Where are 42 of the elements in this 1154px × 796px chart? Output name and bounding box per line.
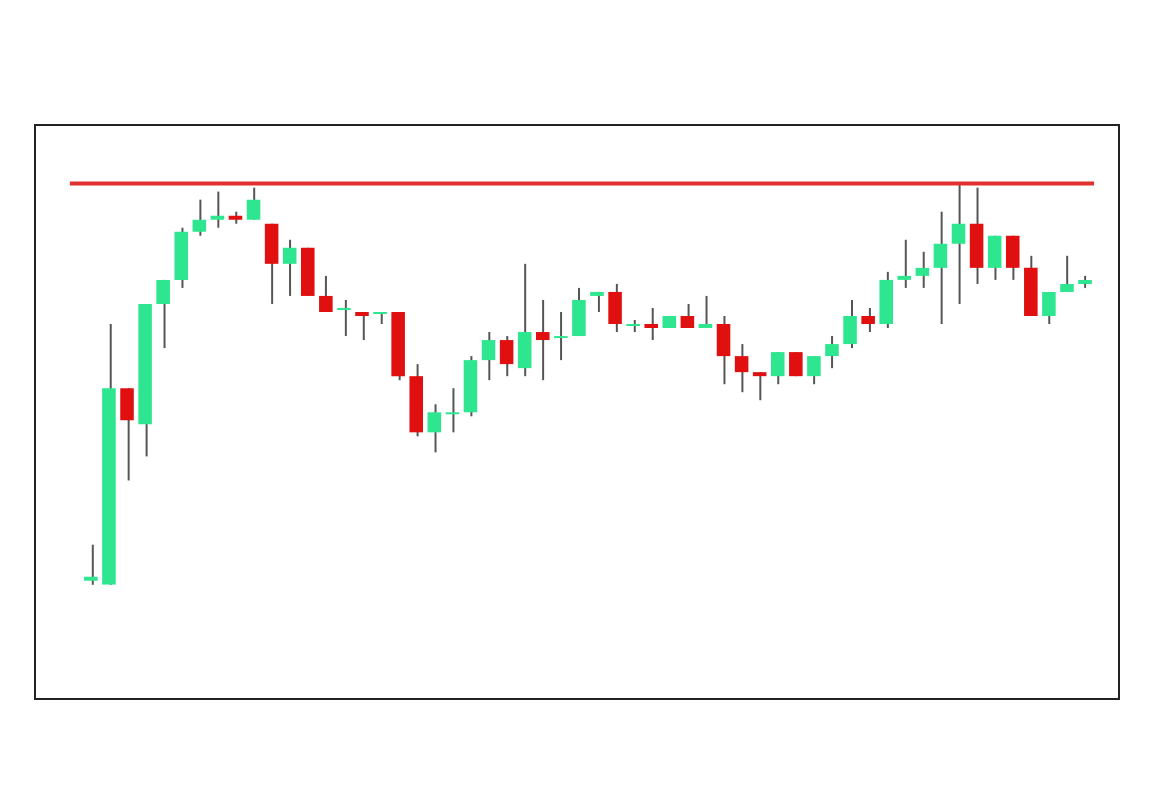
- candlestick: [120, 387, 134, 482]
- candlestick: [825, 335, 839, 370]
- candlestick: [1060, 254, 1074, 293]
- candlestick: [1042, 290, 1056, 326]
- candlestick: [915, 250, 930, 289]
- candlestick: [535, 298, 550, 382]
- candlestick: [517, 262, 532, 378]
- candlestick: [789, 351, 803, 378]
- candlestick: [445, 387, 460, 434]
- candlestick: [192, 198, 207, 237]
- candlestick: [210, 190, 225, 229]
- candlestick: [716, 314, 731, 386]
- candlestick: [499, 335, 514, 378]
- candlestick: [644, 306, 658, 342]
- candlestick: [843, 298, 857, 350]
- candlestick: [355, 310, 369, 342]
- candlestick: [319, 274, 333, 313]
- candlestick: [861, 306, 875, 334]
- candlestick: [572, 286, 586, 338]
- candlestick: [427, 403, 442, 454]
- candlestick: [734, 343, 749, 394]
- candlestick: [84, 543, 98, 586]
- candlestick: [680, 302, 695, 330]
- candlestick: [608, 282, 622, 334]
- candlestick: [337, 298, 351, 338]
- candlestick: [897, 238, 912, 289]
- candlestick: [246, 186, 261, 221]
- candlestick: [951, 182, 966, 305]
- candlestick: [752, 371, 767, 402]
- candlestick: [554, 310, 568, 362]
- candlestick: [969, 186, 984, 285]
- candlestick: [879, 270, 893, 330]
- candlestick: [481, 331, 496, 382]
- candlestick: [282, 238, 297, 297]
- candlestick: [698, 294, 713, 330]
- candlestick: [933, 210, 948, 326]
- candlestick: [987, 234, 1002, 281]
- candlestick: [1005, 234, 1020, 281]
- candlestick: [156, 278, 170, 350]
- candlestick: [807, 355, 821, 386]
- candlestick: [770, 351, 785, 386]
- candlestick: [264, 222, 279, 305]
